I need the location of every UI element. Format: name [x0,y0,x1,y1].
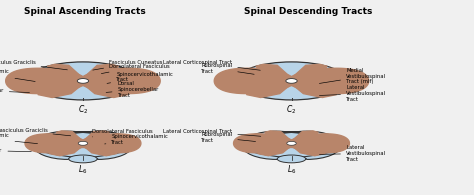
Polygon shape [258,146,290,156]
Polygon shape [241,132,342,159]
Text: Rubrospinal
Tract: Rubrospinal Tract [201,132,255,143]
Polygon shape [85,85,128,98]
Text: C$_2$: C$_2$ [78,103,88,116]
Ellipse shape [277,155,306,163]
Polygon shape [25,134,85,153]
Ellipse shape [33,131,102,160]
Text: L$_6$: L$_6$ [78,164,88,176]
Polygon shape [234,134,294,153]
Polygon shape [56,131,81,140]
Polygon shape [66,77,100,85]
Ellipse shape [236,62,347,100]
Circle shape [287,141,296,145]
Text: Spinothalamic
Tract: Spinothalamic Tract [0,69,35,82]
Text: Fasciculus Cuneatus: Fasciculus Cuneatus [93,60,163,70]
Polygon shape [32,132,134,159]
Polygon shape [293,131,318,140]
Polygon shape [256,64,289,76]
FancyBboxPatch shape [68,133,98,158]
Polygon shape [80,68,160,94]
Polygon shape [49,146,81,156]
Polygon shape [85,64,118,76]
Text: Ventral
Spinocerebellar
Tract: Ventral Spinocerebellar Tract [0,82,29,99]
Text: Medial
Vestibulospinal
Tract (mlf): Medial Vestibulospinal Tract (mlf) [319,68,386,84]
Polygon shape [246,85,289,98]
Polygon shape [279,140,304,147]
Ellipse shape [64,131,132,160]
Text: Ventral
Spinocerebellar
Tract: Ventral Spinocerebellar Tract [0,142,31,159]
Text: C$_2$: C$_2$ [286,103,297,116]
Text: Spinocervicothalamic
Tract: Spinocervicothalamic Tract [105,134,168,145]
Polygon shape [289,134,349,153]
Text: Rubrospinal
Tract: Rubrospinal Tract [201,63,254,74]
Polygon shape [265,131,290,140]
Polygon shape [71,140,95,147]
Text: Lateral Corticospinal Tract: Lateral Corticospinal Tract [163,129,261,136]
Polygon shape [47,64,81,76]
Polygon shape [275,77,308,85]
Text: Fasciculus Graciclis: Fasciculus Graciclis [0,60,67,70]
Text: Lateral
Vestibulospinal
Tract: Lateral Vestibulospinal Tract [319,145,386,162]
Polygon shape [38,85,81,98]
Polygon shape [6,68,86,94]
Text: Spinothalamic
Tract: Spinothalamic Tract [0,133,37,144]
Text: Spinocervicothalamic
Tract: Spinocervicothalamic Tract [107,72,173,83]
Text: Dorsal
Spinocerebellar
Tract: Dorsal Spinocerebellar Tract [106,81,159,98]
Text: Fasciculus Graciclis: Fasciculus Graciclis [0,128,71,136]
Circle shape [78,141,88,145]
Ellipse shape [242,131,311,160]
Circle shape [77,79,89,83]
Polygon shape [293,146,325,156]
Polygon shape [85,131,109,140]
Polygon shape [81,134,141,153]
Text: Spinal Ascending Tracts: Spinal Ascending Tracts [25,7,146,16]
Circle shape [286,79,297,83]
Polygon shape [85,146,117,156]
Text: Dorsolateral Fasciculus: Dorsolateral Fasciculus [92,129,153,137]
Text: Dorsolateral Fasciculus: Dorsolateral Fasciculus [101,64,170,74]
Polygon shape [294,64,327,76]
Polygon shape [214,68,295,94]
Polygon shape [294,85,337,98]
Text: Spinal Descending Tracts: Spinal Descending Tracts [244,7,372,16]
Ellipse shape [27,62,138,100]
Polygon shape [288,68,369,94]
Text: Lateral
Vestibulospinal
Tract: Lateral Vestibulospinal Tract [319,85,386,102]
FancyBboxPatch shape [276,133,307,158]
Text: L$_6$: L$_6$ [287,164,296,176]
Text: Lateral Corticospinal Tract: Lateral Corticospinal Tract [163,60,260,70]
Ellipse shape [69,155,97,163]
Ellipse shape [272,131,341,160]
